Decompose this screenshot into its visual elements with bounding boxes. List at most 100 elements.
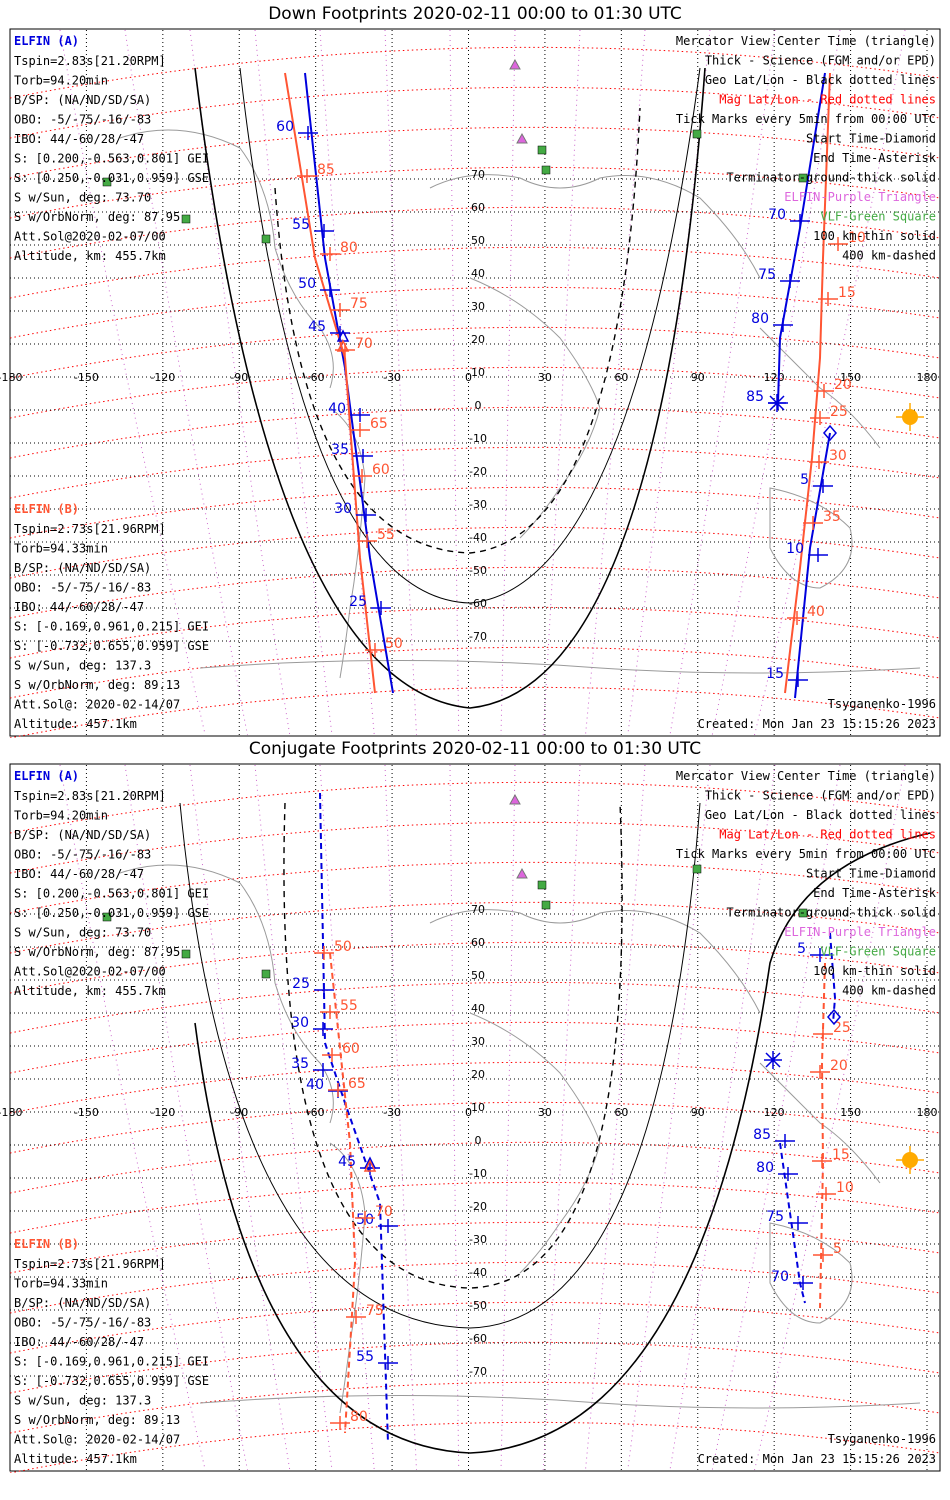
- mag-lat-line: [9, 1381, 941, 1434]
- lon-tick-label: -180: [0, 371, 22, 384]
- lat-tick-label: -40: [469, 1266, 487, 1279]
- lon-tick-label: 30: [538, 371, 552, 384]
- elfin-b-right-label: 25: [833, 1020, 851, 1036]
- mag-lat-line: [9, 646, 941, 699]
- elfin-a-left-label: 45: [338, 1154, 356, 1170]
- mag-lon-line: [59, 764, 206, 1471]
- mag-lat-line: [9, 526, 941, 579]
- mag-lat-line: [9, 1061, 941, 1114]
- mag-lon-line: [449, 764, 460, 1471]
- lon-tick-label: -30: [383, 1106, 401, 1119]
- lon-tick-label: 90: [691, 371, 705, 384]
- elfin-b-left-label: 60: [342, 1041, 360, 1057]
- map-frame: [9, 28, 941, 737]
- elfin-b-right-label: 40: [807, 604, 825, 620]
- vlf-marker: [261, 234, 271, 244]
- elfin-a-info-line: Att.Sol@2020-02-07/00: [14, 965, 166, 979]
- mag-lon-line: [711, 29, 841, 736]
- elfin-a-right-label: 75: [758, 267, 776, 283]
- mag-lon-line: [384, 29, 417, 736]
- model-label: Tsyganenko-1996: [828, 697, 936, 711]
- elfin-a-right-label: 85: [746, 389, 764, 405]
- mag-lat-line: [9, 406, 941, 459]
- lat-tick-label: 40: [471, 1002, 485, 1015]
- elfin-a-info-line: OBO: -5/-75/-16/-83: [14, 113, 151, 127]
- mag-lat-line: [9, 1261, 941, 1314]
- elfin-a-info-line: Torb=94.20min: [14, 74, 108, 88]
- mag-lat-line: [9, 206, 941, 259]
- elfin-b-track-right: [819, 962, 826, 1309]
- elfin-a-right-label: 80: [751, 311, 769, 327]
- lat-tick-label: 0: [475, 1134, 482, 1147]
- elfin-a-left-label: 60: [276, 119, 294, 135]
- elfin-b-info-line: S: [-0.169,0.961,0.215] GEI: [14, 1355, 209, 1369]
- mag-lat-line: [9, 366, 941, 419]
- mag-lat-line: [9, 286, 941, 339]
- elfin-b-info-line: Altitude: 457.1km: [14, 717, 137, 731]
- mag-lon-line: [542, 29, 581, 736]
- mag-lat-line: [9, 126, 941, 179]
- lon-tick-label: -180: [0, 1106, 22, 1119]
- legend-item: End Time-Asterisk: [813, 151, 937, 165]
- mag-lat-line: [9, 46, 941, 99]
- elfin-b-info-line: B/SP: (NA/ND/SD/SA): [14, 1296, 151, 1310]
- lon-tick-label: 0: [465, 371, 472, 384]
- lat-tick-label: 50: [471, 234, 485, 247]
- elfin-a-left-label: 35: [331, 442, 349, 458]
- lat-tick-label: 30: [471, 300, 485, 313]
- elfin-b-right-label: 30: [829, 448, 847, 464]
- elfin-a-left-label: 30: [291, 1015, 309, 1031]
- lat-tick-label: 20: [471, 333, 485, 346]
- elfin-a-right-label: 75: [766, 1209, 784, 1225]
- legend-item: Terminator-ground-thick solid: [726, 171, 936, 185]
- elfin-a-info-line: S: [0.200,-0.563,0.801] GEI: [14, 887, 209, 901]
- elfin-b-info-line: Altitude: 457.1km: [14, 1452, 137, 1466]
- mag-lat-line: [9, 86, 941, 139]
- legend-item: Start Time-Diamond: [806, 867, 936, 881]
- panel-title-conjugate: Conjugate Footprints 2020-02-11 00:00 to…: [248, 739, 702, 759]
- elfin-a-info-line: OBO: -5/-75/-16/-83: [14, 848, 151, 862]
- elfin-a-info-line: S: [0.250,-0.031,0.959] GSE: [14, 906, 209, 920]
- lon-tick-label: 180: [917, 371, 938, 384]
- legend-item: Geo Lat/Lon - Black dotted lines: [705, 808, 936, 822]
- terminator-100km: [179, 802, 701, 1329]
- elfin-b-left-label: 80: [350, 1409, 368, 1425]
- legend-item: VLF-Green Square: [820, 945, 936, 959]
- elfin-a-info-line: Tspin=2.83s[21.20RPM]: [14, 789, 166, 803]
- coastline: [199, 660, 921, 674]
- mag-lat-line: [9, 246, 941, 299]
- lat-tick-label: 60: [471, 201, 485, 214]
- elfin-a-right-label: 80: [756, 1160, 774, 1176]
- elfin-a-left-label: 40: [328, 401, 346, 417]
- elfin-b-name: ELFIN (B): [14, 502, 79, 516]
- elfin-b-left-label: 65: [370, 416, 388, 432]
- lat-tick-label: -10: [469, 432, 487, 445]
- lat-tick-label: -10: [469, 1167, 487, 1180]
- elfin-b-left-label: 70: [355, 336, 373, 352]
- coastline: [199, 1395, 921, 1409]
- elfin-a-left-label: 55: [292, 217, 310, 233]
- elfin-a-left-label: 50: [298, 276, 316, 292]
- elfin-a-info-line: S: [0.200,-0.563,0.801] GEI: [14, 152, 209, 166]
- view-center-triangle-a: [363, 1156, 377, 1169]
- elfin-b-left-label: 80: [340, 240, 358, 256]
- elfin-b-right-label: 15: [832, 1147, 850, 1163]
- mag-lat-line: [9, 446, 941, 499]
- mag-lat-line: [9, 1101, 941, 1154]
- view-center-triangle-b: [363, 1159, 377, 1172]
- lat-tick-label: -70: [469, 1365, 487, 1378]
- mag-lon-line: [124, 29, 248, 736]
- elfin-b-right-label: 10: [848, 230, 866, 246]
- created-timestamp: Created: Mon Jan 23 15:15:26 2023: [698, 1452, 936, 1466]
- vlf-marker: [102, 912, 112, 922]
- mag-lon-line: [669, 29, 776, 736]
- lat-tick-label: 70: [471, 168, 485, 181]
- lat-tick-label: -60: [469, 1332, 487, 1345]
- elfin-a-info-line: Altitude, km: 455.7km: [14, 984, 166, 998]
- coastline: [429, 174, 761, 279]
- end-asterisk-a: [768, 394, 786, 412]
- lon-tick-label: 90: [691, 1106, 705, 1119]
- elfin-a-info-line: Torb=94.20min: [14, 809, 108, 823]
- mag-lat-line: [9, 941, 941, 994]
- terminator-ground: [194, 832, 931, 1454]
